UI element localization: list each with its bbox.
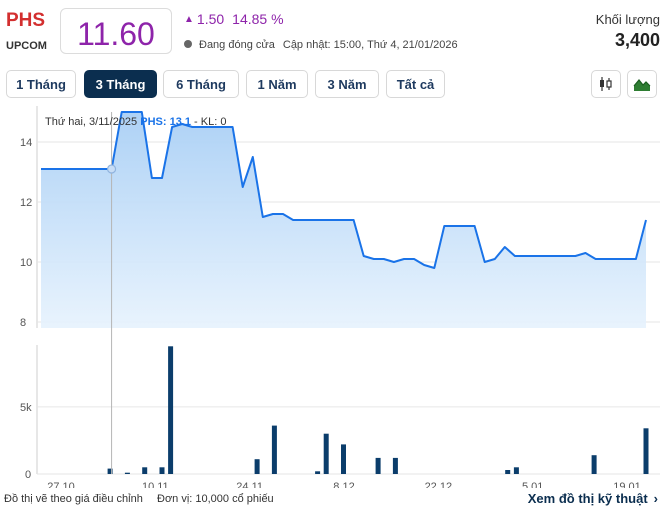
volume-value: 3,400: [614, 30, 660, 50]
x-tick-label: 5.01: [522, 481, 543, 488]
x-tick-label: 27.10: [47, 481, 75, 488]
volume-tick-label: 5k: [20, 402, 32, 414]
triangle-up-icon: ▲: [184, 14, 194, 25]
x-tick-label: 24.11: [236, 481, 263, 488]
unit-note: Đơn vị: 10,000 cổ phiếu: [157, 493, 274, 505]
tab-6-months[interactable]: 6 Tháng: [163, 70, 239, 98]
x-tick-label: 22.12: [425, 481, 453, 488]
technical-chart-link-label: Xem đồ thị kỹ thuật: [527, 491, 648, 506]
volume-tick-label: 0: [25, 469, 31, 481]
stock-symbol: PHS: [6, 10, 46, 31]
change-percent: 14.85 %: [232, 11, 284, 27]
status-dot-icon: [184, 40, 192, 48]
price-tick-label: 14: [20, 137, 32, 149]
exchange-label: UPCOM: [6, 40, 47, 52]
volume-bar: [591, 455, 597, 474]
price-line: [41, 111, 647, 269]
tab-3-years[interactable]: 3 Năm: [315, 70, 379, 98]
tab-3-months[interactable]: 3 Tháng: [84, 70, 157, 98]
tab-all[interactable]: Tất cả: [386, 70, 445, 98]
x-tick-label: 19.01: [613, 481, 641, 488]
candlestick-button[interactable]: [591, 70, 621, 98]
volume-bar: [375, 457, 381, 474]
adjusted-price-note: Đồ thị vẽ theo giá điều chỉnh: [4, 493, 143, 505]
price-tick-label: 8: [20, 317, 26, 329]
volume-bar: [254, 459, 260, 474]
change-value: 1.50: [196, 11, 225, 27]
volume-bar: [142, 467, 148, 474]
volume-bar: [643, 428, 649, 474]
price-box: 11.60: [60, 8, 172, 54]
volume-bar: [505, 470, 511, 474]
volume-bar: [323, 433, 329, 474]
volume-bar: [159, 467, 165, 474]
price-tick-label: 10: [20, 257, 32, 269]
technical-chart-link[interactable]: Xem đồ thị kỹ thuật ›: [528, 491, 658, 506]
volume-bar: [107, 468, 113, 474]
tab-1-month[interactable]: 1 Tháng: [6, 70, 76, 98]
updated-time: Cập nhật: 15:00, Thứ 4, 21/01/2026: [282, 39, 458, 51]
x-tick-label: 10.11: [142, 481, 169, 488]
area-chart-icon: [633, 79, 651, 91]
volume-bar: [271, 425, 277, 474]
volume-bar: [341, 444, 346, 474]
volume-bar: [168, 346, 174, 474]
chevron-right-icon: ›: [653, 491, 658, 506]
price-change: ▲ 1.50 14.85 %: [184, 11, 284, 27]
volume-bar: [315, 471, 321, 474]
x-tick-label: 8.12: [333, 481, 354, 488]
candlestick-icon: [600, 77, 612, 91]
price-tick-label: 12: [20, 197, 32, 209]
tab-1-year[interactable]: 1 Năm: [246, 70, 308, 98]
market-status: Đang đóng cửa Cập nhật: 15:00, Thứ 4, 21/…: [184, 39, 458, 51]
status-text: Đang đóng cửa: [199, 39, 275, 51]
chart-tooltip: Thứ hai, 3/11/2025 PHS: 13.1 - KL: 0: [45, 116, 226, 128]
current-price: 11.60: [77, 16, 155, 52]
volume-label: Khối lượng: [595, 12, 660, 27]
crosshair-point: [106, 164, 117, 174]
price-volume-chart[interactable]: 8 10 12 14 0 5k 27.10 10.11 24.11 8.12 22.12 5.01 19…: [0, 104, 672, 488]
volume-bar: [513, 467, 519, 474]
volume-bar: [392, 457, 398, 474]
area-chart-button[interactable]: [627, 70, 657, 98]
volume-bar: [124, 472, 130, 474]
